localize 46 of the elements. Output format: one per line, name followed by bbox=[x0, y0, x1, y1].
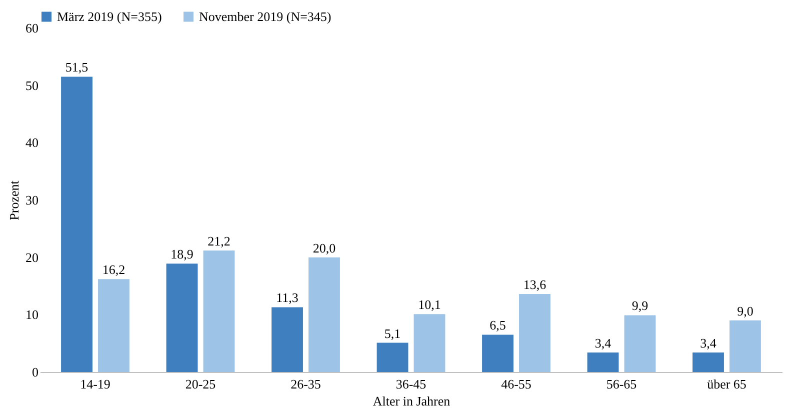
bar bbox=[98, 279, 130, 372]
x-tick-label: 20-25 bbox=[185, 376, 216, 392]
bar bbox=[61, 76, 92, 372]
bar bbox=[482, 334, 514, 372]
data-label: 10,1 bbox=[418, 297, 441, 312]
data-label: 3,4 bbox=[700, 336, 717, 351]
data-label: 5,1 bbox=[384, 326, 401, 341]
bar bbox=[272, 307, 303, 372]
y-tick-label: 60 bbox=[26, 20, 38, 36]
data-label: 13,6 bbox=[523, 277, 547, 292]
bar bbox=[166, 264, 198, 372]
legend-label: November 2019 (N=345) bbox=[199, 8, 332, 24]
y-tick-label: 0 bbox=[32, 364, 38, 380]
y-tick-label: 40 bbox=[26, 135, 38, 150]
bar bbox=[376, 342, 408, 372]
x-tick-label: 56-65 bbox=[606, 376, 637, 392]
bar bbox=[730, 320, 761, 372]
x-tick-label: 36-45 bbox=[396, 376, 426, 392]
legend-label: März 2019 (N=355) bbox=[57, 8, 162, 24]
data-label: 6,5 bbox=[490, 318, 506, 333]
y-tick-label: 30 bbox=[26, 192, 38, 208]
data-label: 9,0 bbox=[737, 303, 754, 318]
x-tick-label: 14-19 bbox=[80, 376, 110, 392]
x-tick-label: 46-55 bbox=[501, 376, 532, 392]
bar bbox=[308, 257, 340, 372]
bar bbox=[203, 250, 235, 372]
data-label: 9,9 bbox=[632, 298, 648, 314]
bar bbox=[692, 352, 724, 372]
bar bbox=[587, 352, 619, 372]
data-label: 21,2 bbox=[208, 233, 230, 248]
data-label: 20,0 bbox=[312, 240, 336, 256]
data-label: 3,4 bbox=[594, 336, 612, 351]
y-tick-label: 10 bbox=[26, 307, 38, 322]
x-tick-label: über 65 bbox=[707, 376, 746, 392]
x-tick-label: 26-35 bbox=[290, 376, 321, 392]
data-label: 11,3 bbox=[276, 290, 298, 306]
x-axis-title: Alter in Jahren bbox=[372, 394, 451, 408]
data-label: 16,2 bbox=[102, 262, 126, 278]
bar bbox=[624, 315, 656, 372]
y-tick-label: 20 bbox=[26, 250, 38, 265]
data-label: 51,5 bbox=[65, 60, 88, 75]
data-label: 18,9 bbox=[170, 246, 194, 262]
y-axis-title: Prozent bbox=[6, 180, 22, 220]
bar bbox=[414, 314, 446, 372]
bar bbox=[519, 294, 550, 372]
y-tick-label: 50 bbox=[26, 78, 38, 93]
